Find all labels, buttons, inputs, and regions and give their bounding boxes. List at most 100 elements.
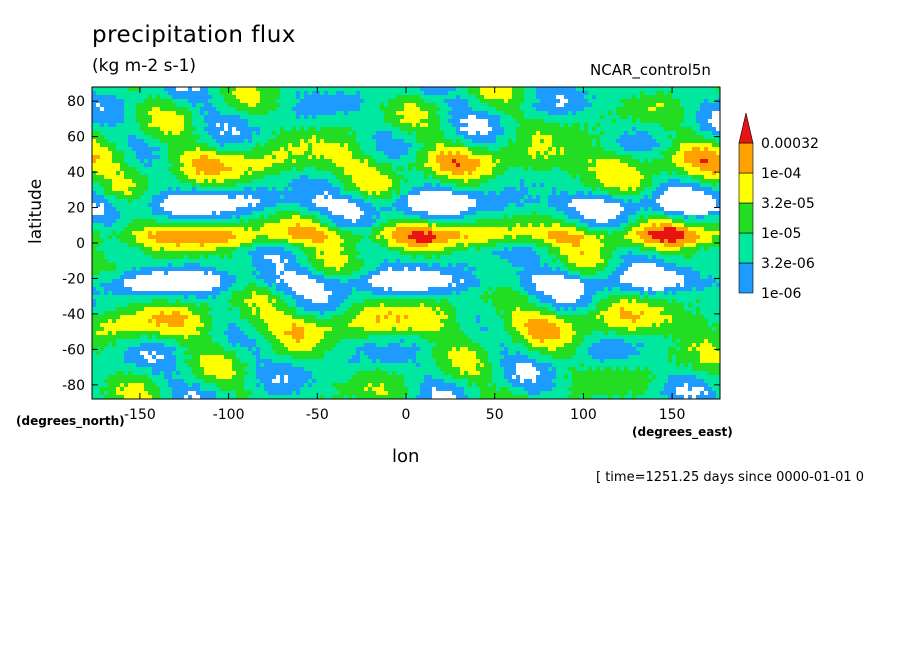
field-cell xyxy=(532,99,536,103)
field-cell xyxy=(204,219,208,223)
field-cell xyxy=(476,203,480,207)
field-cell xyxy=(288,103,292,107)
field-cell xyxy=(500,119,504,123)
field-cell xyxy=(644,147,648,151)
field-cell xyxy=(340,163,344,167)
field-cell xyxy=(444,151,448,155)
field-cell xyxy=(268,139,272,143)
field-cell xyxy=(260,99,264,103)
field-cell xyxy=(488,163,492,167)
field-cell xyxy=(608,155,612,159)
field-cell xyxy=(708,163,712,167)
field-cell xyxy=(496,143,500,147)
field-cell xyxy=(340,167,344,171)
field-cell xyxy=(380,119,384,123)
field-cell xyxy=(516,159,520,163)
field-cell xyxy=(700,151,704,155)
field-cell xyxy=(308,95,312,99)
field-cell xyxy=(252,195,256,199)
field-cell xyxy=(380,107,384,111)
field-cell xyxy=(712,103,716,107)
field-cell xyxy=(712,155,716,159)
field-cell xyxy=(412,159,416,163)
field-cell xyxy=(388,175,392,179)
field-cell xyxy=(396,107,400,111)
field-cell xyxy=(288,211,292,215)
field-cell xyxy=(444,95,448,99)
field-cell xyxy=(652,167,656,171)
field-cell xyxy=(576,179,580,183)
field-cell xyxy=(172,167,176,171)
field-cell xyxy=(324,159,328,163)
field-cell xyxy=(464,183,468,187)
field-cell xyxy=(396,155,400,159)
field-cell xyxy=(512,155,516,159)
field-cell xyxy=(640,191,644,195)
field-cell xyxy=(620,175,624,179)
field-cell xyxy=(300,91,304,95)
field-cell xyxy=(148,151,152,155)
field-cell xyxy=(416,111,420,115)
field-cell xyxy=(344,95,348,99)
field-cell xyxy=(232,143,236,147)
field-cell xyxy=(112,159,116,163)
field-cell xyxy=(120,223,124,227)
field-cell xyxy=(264,127,268,131)
field-cell xyxy=(212,151,216,155)
field-cell xyxy=(272,87,276,91)
field-cell xyxy=(112,139,116,143)
field-cell xyxy=(296,211,300,215)
field-cell xyxy=(276,195,280,199)
field-cell xyxy=(492,95,496,99)
field-cell xyxy=(640,91,644,95)
field-cell xyxy=(116,107,120,111)
field-cell xyxy=(196,187,200,191)
field-cell xyxy=(700,127,704,131)
field-cell xyxy=(512,203,516,207)
field-cell xyxy=(256,203,260,207)
field-cell xyxy=(680,163,684,167)
field-cell xyxy=(380,127,384,131)
field-cell xyxy=(516,219,520,223)
field-cell xyxy=(616,167,620,171)
field-cell xyxy=(516,91,520,95)
field-cell xyxy=(544,151,548,155)
field-cell xyxy=(312,99,316,103)
field-cell xyxy=(228,211,232,215)
field-cell xyxy=(432,131,436,135)
field-cell xyxy=(404,103,408,107)
field-cell xyxy=(464,131,468,135)
field-cell xyxy=(116,199,120,203)
field-cell xyxy=(472,163,476,167)
field-cell xyxy=(520,143,524,147)
field-cell xyxy=(280,99,284,103)
field-cell xyxy=(104,131,108,135)
field-cell xyxy=(248,207,252,211)
field-cell xyxy=(176,175,180,179)
field-cell xyxy=(448,119,452,123)
field-cell xyxy=(508,143,512,147)
field-cell xyxy=(168,171,172,175)
field-cell xyxy=(416,191,420,195)
field-cell xyxy=(280,95,284,99)
field-cell xyxy=(384,167,388,171)
field-cell xyxy=(132,119,136,123)
field-cell xyxy=(144,119,148,123)
field-cell xyxy=(96,111,100,115)
field-cell xyxy=(360,135,364,139)
field-cell xyxy=(304,215,308,219)
field-cell xyxy=(304,203,308,207)
field-cell xyxy=(640,203,644,207)
field-cell xyxy=(344,127,348,131)
field-cell xyxy=(536,207,540,211)
field-cell xyxy=(452,183,456,187)
field-cell xyxy=(292,91,296,95)
field-cell xyxy=(284,211,288,215)
field-cell xyxy=(608,195,612,199)
field-cell xyxy=(228,119,232,123)
field-cell xyxy=(104,115,108,119)
field-cell xyxy=(632,191,636,195)
field-cell xyxy=(284,123,288,127)
field-cell xyxy=(276,223,280,227)
field-cell xyxy=(236,151,240,155)
